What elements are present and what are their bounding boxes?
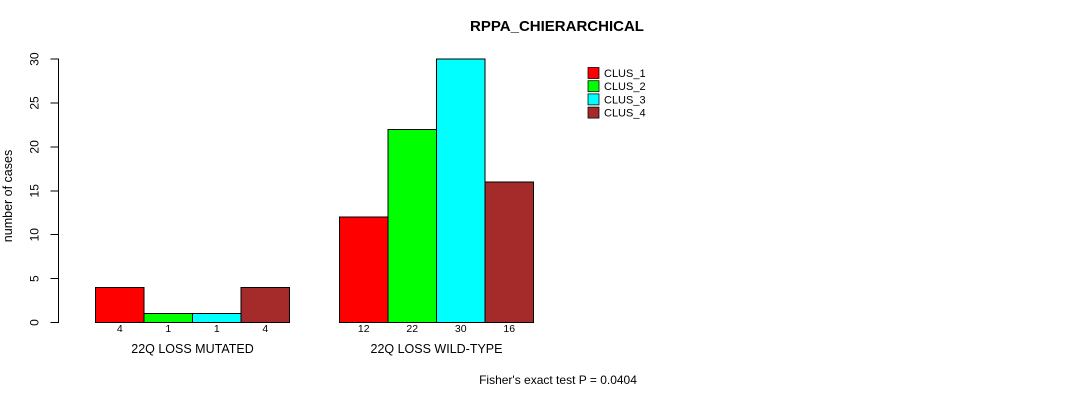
y-axis: 0 5 10 15 20 25 30 bbox=[28, 52, 59, 326]
bar-clus_2 bbox=[387, 128, 437, 323]
legend-label: CLUS_4 bbox=[604, 108, 646, 120]
bar-clus_4 bbox=[484, 181, 534, 323]
legend-label: CLUS_1 bbox=[604, 68, 646, 80]
bar-value-label: 4 bbox=[262, 323, 268, 335]
legend-swatch-clus_2 bbox=[587, 80, 600, 93]
y-axis-tick-label: 25 bbox=[28, 96, 42, 110]
bar-value-label: 1 bbox=[214, 323, 220, 335]
legend-label: CLUS_3 bbox=[604, 94, 646, 106]
y-axis-tick-label: 5 bbox=[28, 275, 42, 282]
fisher-test-annotation: Fisher's exact test P = 0.0404 bbox=[479, 373, 637, 387]
bar-clus_1 bbox=[95, 286, 145, 324]
legend-label: CLUS_2 bbox=[604, 81, 646, 93]
legend-swatch-clus_3 bbox=[587, 93, 600, 106]
y-axis-title: number of cases bbox=[1, 150, 15, 242]
legend-swatch-clus_1 bbox=[587, 67, 600, 79]
legend-swatch-clus_4 bbox=[587, 106, 600, 119]
bar-value-label: 12 bbox=[358, 323, 370, 335]
bar-clus_3 bbox=[436, 58, 486, 323]
bar-value-label: 22 bbox=[406, 323, 418, 335]
y-axis-tick-label: 30 bbox=[28, 52, 42, 66]
chart-title: RPPA_CHIERARCHICAL bbox=[470, 18, 644, 35]
bar-value-label: 4 bbox=[117, 323, 123, 335]
bar-clus_2 bbox=[143, 313, 193, 324]
bar-value-label: 30 bbox=[455, 323, 467, 335]
bar-clus_4 bbox=[240, 286, 290, 324]
category-label: 22Q LOSS WILD-TYPE bbox=[371, 342, 503, 356]
bar-clus_1 bbox=[339, 216, 389, 323]
bar-series bbox=[95, 58, 534, 324]
bar-value-label: 1 bbox=[165, 323, 171, 335]
bar-clus_3 bbox=[192, 313, 242, 324]
y-axis-tick-label: 20 bbox=[28, 140, 42, 154]
y-axis-tick-label: 0 bbox=[28, 319, 42, 326]
bar-value-label: 16 bbox=[503, 323, 515, 335]
category-label: 22Q LOSS MUTATED bbox=[131, 342, 253, 356]
y-axis-tick-label: 15 bbox=[28, 184, 42, 198]
y-axis-tick-label: 10 bbox=[28, 228, 42, 242]
